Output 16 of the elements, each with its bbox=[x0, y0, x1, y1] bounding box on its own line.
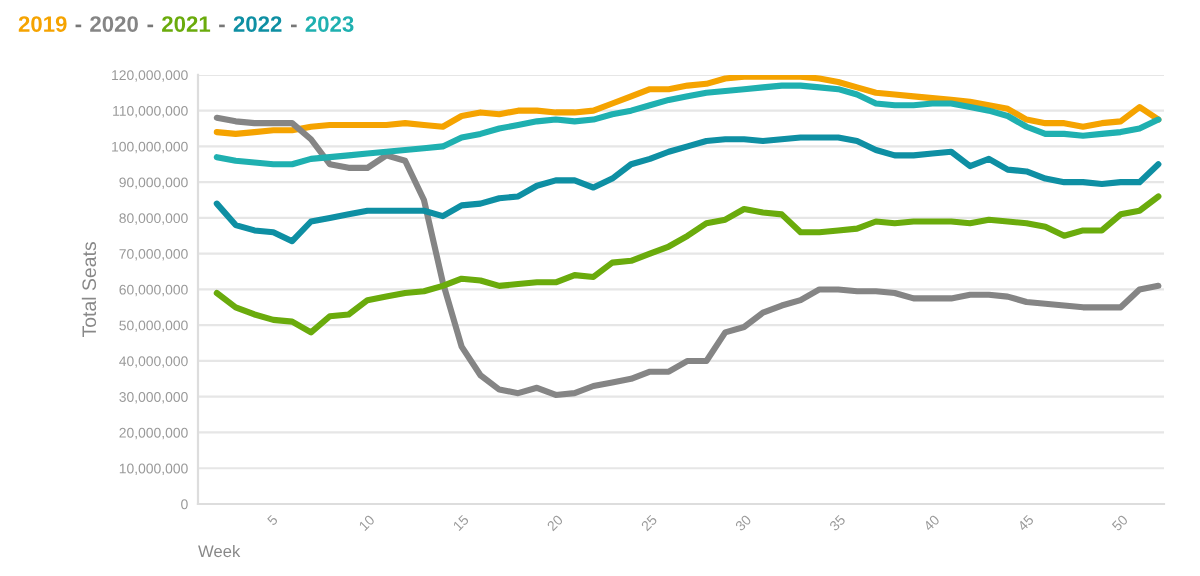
text: 2023 bbox=[305, 16, 354, 32]
line-series bbox=[213, 114, 1162, 398]
line-series bbox=[213, 134, 1162, 245]
line-series bbox=[213, 82, 1162, 168]
line-series bbox=[213, 193, 1162, 336]
text: - bbox=[291, 24, 297, 28]
line-series bbox=[213, 74, 1162, 137]
y-axis-title: Total Seats bbox=[81, 242, 97, 338]
text: 2020 bbox=[90, 16, 138, 32]
x-axis-title: Week bbox=[198, 544, 241, 558]
text: 2021 bbox=[162, 16, 211, 32]
legend-title: - bbox=[219, 24, 225, 28]
text: 2022 bbox=[233, 16, 282, 32]
text: - bbox=[147, 24, 154, 28]
text: - bbox=[75, 24, 82, 28]
text: 2019 bbox=[18, 16, 67, 32]
